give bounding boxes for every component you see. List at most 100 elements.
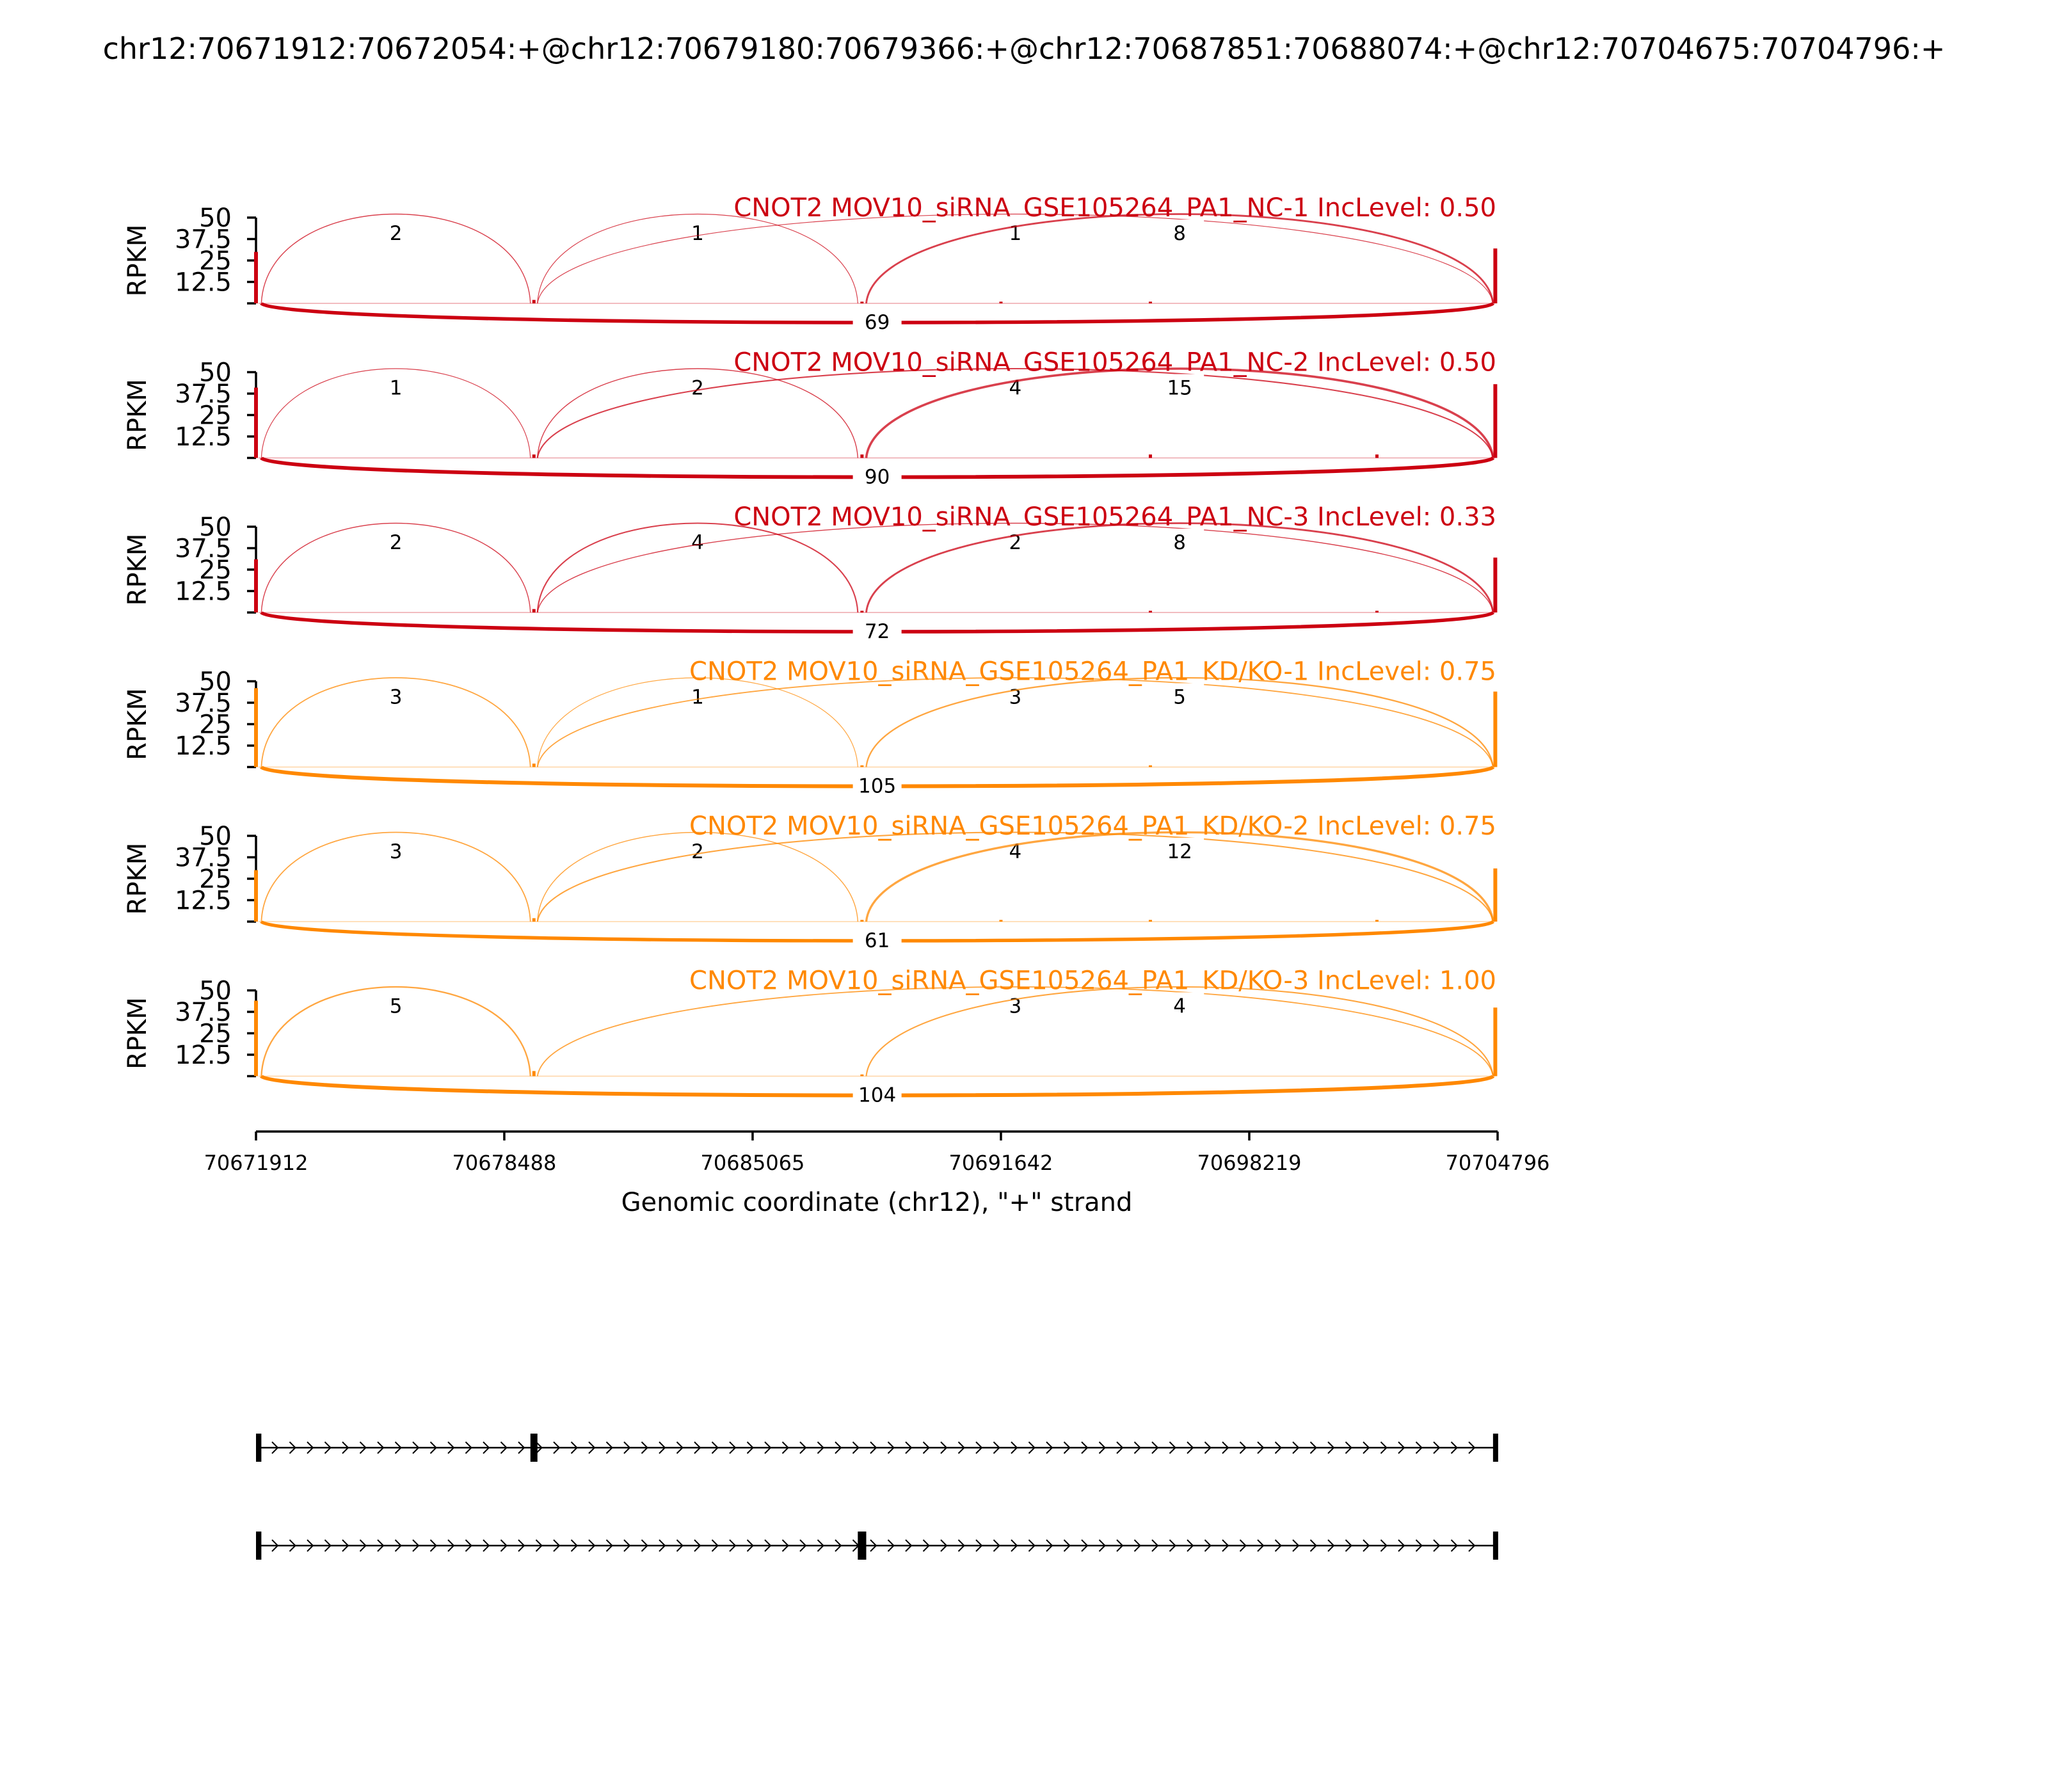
- coverage-bar: [1148, 920, 1152, 922]
- strand-arrow-icon: [570, 1539, 578, 1552]
- isoform-track: [256, 1434, 1498, 1462]
- junction-count-label: 15: [1167, 377, 1192, 400]
- strand-arrow-icon: [605, 1441, 613, 1454]
- junction-arc: [260, 677, 531, 767]
- coverage-bar: [532, 609, 536, 612]
- strand-arrow-icon: [289, 1539, 296, 1552]
- junction-count-label: 105: [858, 775, 896, 798]
- junction-arc: [260, 986, 531, 1076]
- strand-arrow-icon: [588, 1441, 596, 1454]
- strand-arrow-icon: [1309, 1441, 1317, 1454]
- y-tick-label: 12.5: [175, 422, 232, 452]
- junction-count-label: 2: [691, 377, 704, 400]
- strand-arrow-icon: [1327, 1539, 1335, 1552]
- panel-title: CNOT2 MOV10_siRNA_GSE105264_PA1_KD/KO-1 …: [689, 657, 1496, 687]
- strand-arrow-icon: [1222, 1441, 1229, 1454]
- strand-arrow-icon: [711, 1441, 719, 1454]
- coverage-bar: [860, 301, 864, 303]
- y-tick-label: 50: [199, 358, 232, 388]
- strand-arrow-icon: [1415, 1441, 1423, 1454]
- coverage-bar: [254, 1000, 258, 1076]
- y-axis-label: RPKM: [123, 225, 152, 297]
- coverage-bar: [1148, 301, 1152, 303]
- junction-label-bg: [852, 927, 902, 954]
- y-tick-label: 12.5: [175, 268, 232, 298]
- exon-block: [256, 1434, 262, 1462]
- junction-arc: [536, 522, 859, 613]
- y-tick-label: 50: [199, 204, 232, 233]
- strand-arrow-icon: [623, 1441, 631, 1454]
- strand-arrow-icon: [1363, 1441, 1370, 1454]
- strand-arrow-icon: [729, 1441, 737, 1454]
- junction-label-bg: [371, 683, 420, 710]
- strand-arrow-icon: [694, 1539, 701, 1552]
- strand-arrow-icon: [922, 1539, 930, 1552]
- y-tick-label: 12.5: [175, 732, 232, 761]
- y-axis-label: RPKM: [123, 688, 152, 760]
- junction-arc: [260, 213, 531, 304]
- y-tick-label: 25: [199, 710, 232, 740]
- strand-arrow-icon: [1327, 1441, 1335, 1454]
- panel-title: CNOT2 MOV10_siRNA_GSE105264_PA1_NC-2 Inc…: [733, 348, 1496, 378]
- junction-count-label: 4: [691, 531, 704, 554]
- strand-arrow-icon: [1292, 1441, 1300, 1454]
- strand-arrow-icon: [781, 1441, 789, 1454]
- junction-count-label: 61: [865, 929, 890, 952]
- strand-arrow-icon: [694, 1441, 701, 1454]
- coverage-bar: [860, 765, 864, 767]
- coverage-bar: [254, 870, 258, 922]
- strand-arrow-icon: [465, 1539, 472, 1552]
- coverage-bar: [1375, 454, 1379, 458]
- strand-arrow-icon: [1098, 1441, 1106, 1454]
- junction-arc: [537, 368, 859, 458]
- x-tick-label: 70671912: [204, 1151, 308, 1175]
- strand-arrow-icon: [1046, 1539, 1053, 1552]
- strand-arrow-icon: [1028, 1539, 1036, 1552]
- strand-arrow-icon: [1011, 1441, 1018, 1454]
- junction-count-label: 72: [865, 620, 890, 643]
- coverage-bar: [1148, 454, 1152, 458]
- strand-arrow-icon: [1116, 1539, 1124, 1552]
- junction-count-label: 69: [865, 311, 890, 334]
- strand-arrow-icon: [1169, 1539, 1176, 1552]
- strand-arrow-icon: [1098, 1539, 1106, 1552]
- strand-arrow-icon: [1274, 1441, 1282, 1454]
- strand-arrow-icon: [1063, 1539, 1071, 1552]
- coverage-bar: [1493, 248, 1498, 303]
- strand-arrow-icon: [1204, 1441, 1212, 1454]
- coverage-bar: [532, 764, 536, 767]
- figure-title: chr12:70671912:70672054:+@chr12:70679180…: [103, 31, 1946, 66]
- junction-count-label: 90: [865, 466, 890, 489]
- y-tick-label: 12.5: [175, 886, 232, 916]
- strand-arrow-icon: [887, 1539, 895, 1552]
- y-tick-label: 37.5: [175, 380, 232, 409]
- strand-arrow-icon: [729, 1539, 737, 1552]
- strand-arrow-icon: [1345, 1539, 1352, 1552]
- exon-block: [256, 1532, 262, 1560]
- strand-arrow-icon: [835, 1539, 842, 1552]
- strand-arrow-icon: [711, 1539, 719, 1552]
- junction-count-label: 5: [390, 995, 403, 1018]
- isoform-tracks: [256, 1434, 1498, 1560]
- strand-arrow-icon: [1257, 1539, 1265, 1552]
- strand-arrow-icon: [905, 1539, 913, 1552]
- strand-arrow-icon: [764, 1441, 772, 1454]
- strand-arrow-icon: [359, 1539, 367, 1552]
- coverage-bar: [1493, 868, 1498, 922]
- strand-arrow-icon: [835, 1441, 842, 1454]
- strand-arrow-icon: [500, 1539, 508, 1552]
- strand-arrow-icon: [1363, 1539, 1370, 1552]
- junction-arc: [536, 677, 1494, 767]
- x-tick-label: 70704796: [1446, 1151, 1550, 1175]
- coverage-bar: [254, 387, 258, 458]
- exon-block: [530, 1434, 538, 1462]
- junction-count-label: 5: [1173, 686, 1186, 709]
- junction-arc: [537, 831, 859, 922]
- strand-arrow-icon: [1468, 1441, 1476, 1454]
- strand-arrow-icon: [799, 1441, 807, 1454]
- coverage-bar: [860, 1074, 864, 1076]
- strand-arrow-icon: [764, 1539, 772, 1552]
- junction-label-bg: [852, 618, 902, 644]
- junction-count-label: 3: [1009, 995, 1021, 1018]
